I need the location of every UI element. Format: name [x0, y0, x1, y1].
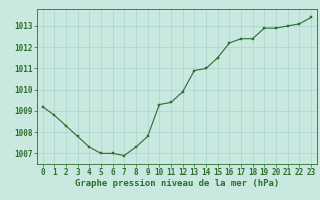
X-axis label: Graphe pression niveau de la mer (hPa): Graphe pression niveau de la mer (hPa) [75, 179, 279, 188]
